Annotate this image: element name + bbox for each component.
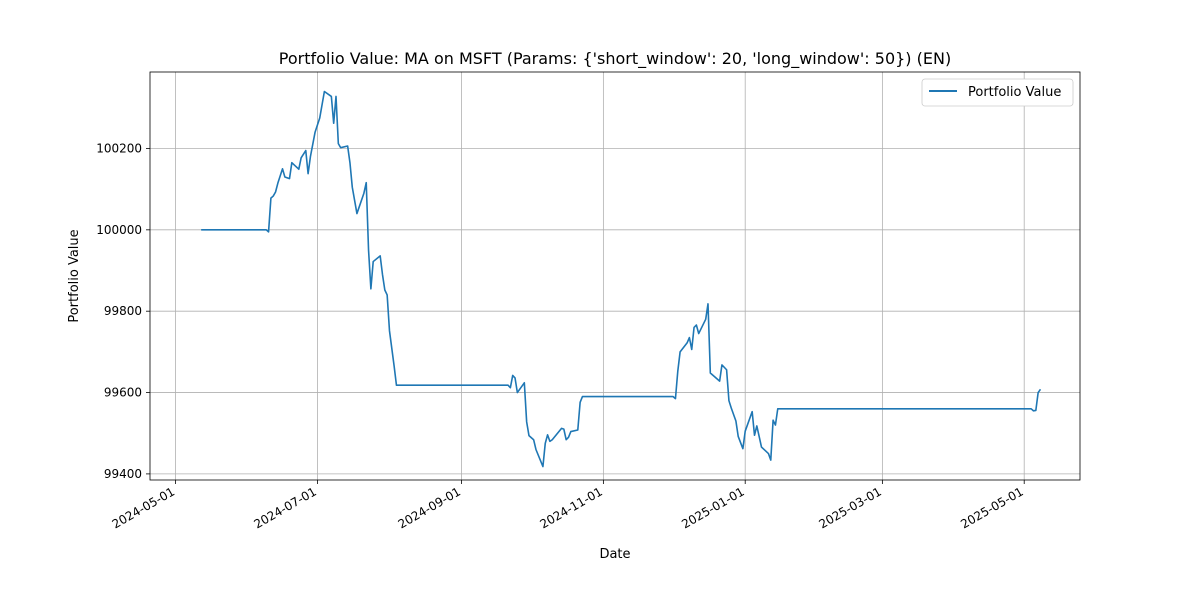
x-tick-label: 2024-09-01 xyxy=(396,484,463,531)
x-tick-label: 2025-05-01 xyxy=(958,484,1025,531)
chart-title: Portfolio Value: MA on MSFT (Params: {'s… xyxy=(279,49,951,69)
x-tick-label: 2025-01-01 xyxy=(679,484,746,531)
y-tick-label: 100000 xyxy=(96,223,142,237)
x-tick-label: 2024-05-01 xyxy=(110,484,177,531)
x-tick-label: 2024-07-01 xyxy=(251,484,318,531)
y-tick-label: 100200 xyxy=(96,141,142,155)
tick-layer: 2024-05-01 2024-07-01 2024-09-01 2024-11-01… xyxy=(96,141,1026,531)
x-tick-label: 2025-03-01 xyxy=(816,484,883,531)
legend: Portfolio Value xyxy=(921,78,1074,107)
grid-layer xyxy=(150,72,1080,480)
series-line-portfolio-value xyxy=(201,90,1042,468)
plot-area-frame xyxy=(149,71,1081,481)
y-tick-label: 99800 xyxy=(104,304,142,318)
legend-box xyxy=(921,78,1074,107)
series-layer xyxy=(201,90,1042,468)
y-axis-label: Portfolio Value xyxy=(67,229,82,322)
y-tick-label: 99600 xyxy=(104,386,142,400)
x-axis-label: Date xyxy=(599,547,630,562)
x-tick-label: 2024-11-01 xyxy=(537,484,604,531)
y-tick-label: 99400 xyxy=(104,467,142,481)
legend-label: Portfolio Value xyxy=(968,85,1061,100)
